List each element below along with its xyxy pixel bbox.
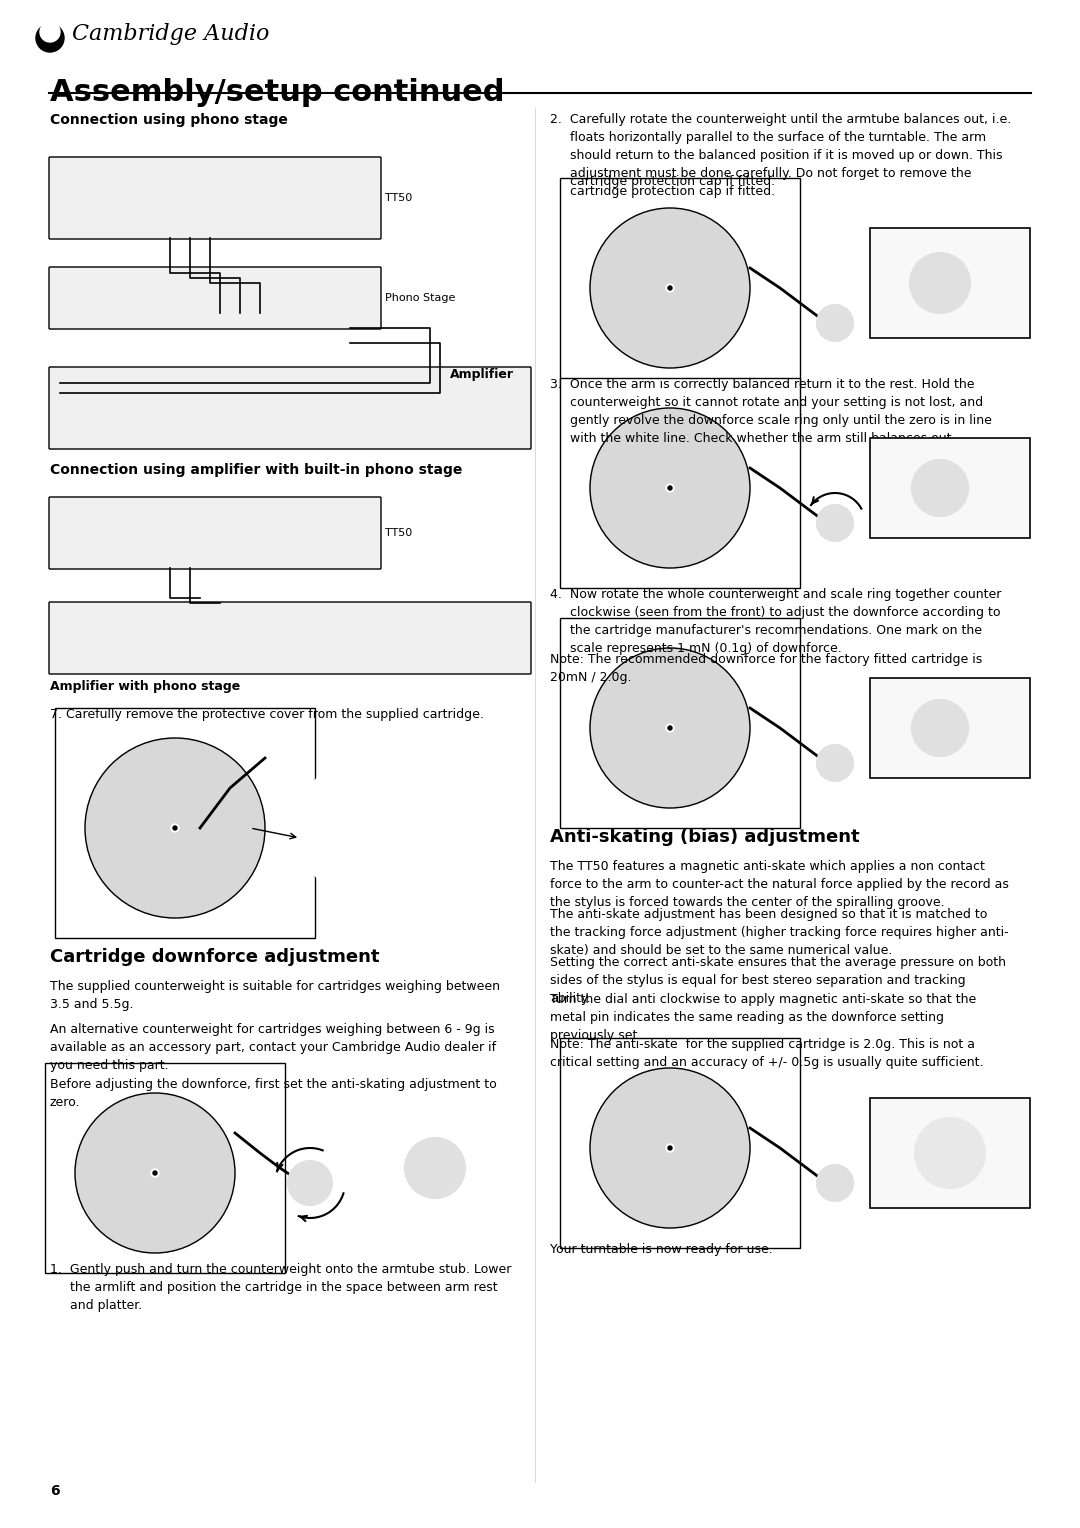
Circle shape [669,726,672,730]
Circle shape [669,1146,672,1151]
FancyBboxPatch shape [49,367,531,449]
Circle shape [666,484,674,492]
Circle shape [590,408,750,568]
Circle shape [910,254,970,313]
FancyBboxPatch shape [49,157,381,238]
Text: Note: The anti-skate  for the supplied cartridge is 2.0g. This is not a
critical: Note: The anti-skate for the supplied ca… [550,1038,984,1070]
Text: The TT50 features a magnetic anti-skate which applies a non contact
force to the: The TT50 features a magnetic anti-skate … [550,860,1009,909]
Text: 4.  Now rotate the whole counterweight and scale ring together counter
     cloc: 4. Now rotate the whole counterweight an… [550,588,1001,656]
Circle shape [173,827,177,830]
Bar [561,377,800,588]
Text: Note: The recommended downforce for the factory fitted cartridge is
20mN / 2.0g.: Note: The recommended downforce for the … [550,652,982,685]
Text: Connection using phono stage: Connection using phono stage [50,113,288,127]
Circle shape [666,724,674,732]
Circle shape [915,1118,985,1187]
Bar [870,228,1030,338]
Text: Cartridge downforce adjustment: Cartridge downforce adjustment [50,947,379,966]
Circle shape [85,738,265,918]
Text: Turn the dial anti clockwise to apply magnetic anti-skate so that the
metal pin : Turn the dial anti clockwise to apply ma… [550,993,976,1042]
Text: TT50: TT50 [384,529,413,538]
Text: Anti-skating (bias) adjustment: Anti-skating (bias) adjustment [550,828,860,847]
Circle shape [288,1161,332,1206]
Text: 2.  Carefully rotate the counterweight until the armtube balances out, i.e.
    : 2. Carefully rotate the counterweight un… [550,113,1011,199]
Circle shape [75,1093,235,1253]
Bar [45,1063,285,1273]
Circle shape [590,1068,750,1229]
Bar [55,707,315,938]
FancyBboxPatch shape [49,602,531,674]
Circle shape [816,306,853,341]
FancyBboxPatch shape [49,267,381,329]
Text: Cambridge Audio: Cambridge Audio [72,23,269,44]
Circle shape [912,700,968,756]
Circle shape [40,21,60,41]
Text: Connection using amplifier with built-in phono stage: Connection using amplifier with built-in… [50,463,462,477]
Bar [870,1099,1030,1209]
Text: Your turntable is now ready for use.: Your turntable is now ready for use. [550,1242,773,1256]
Circle shape [816,1164,853,1201]
Bar [870,439,1030,538]
Text: 3.  Once the arm is correctly balanced return it to the rest. Hold the
     coun: 3. Once the arm is correctly balanced re… [550,377,991,445]
Bar [561,617,800,828]
Text: Setting the correct anti-skate ensures that the average pressure on both
sides o: Setting the correct anti-skate ensures t… [550,957,1005,1005]
Circle shape [666,284,674,292]
Text: An alternative counterweight for cartridges weighing between 6 - 9g is
available: An alternative counterweight for cartrid… [50,1024,496,1073]
Circle shape [669,486,672,490]
Circle shape [36,24,64,52]
Text: The supplied counterweight is suitable for cartridges weighing between
3.5 and 5: The supplied counterweight is suitable f… [50,979,500,1012]
Text: The anti-skate adjustment has been designed so that it is matched to
the trackin: The anti-skate adjustment has been desig… [550,908,1009,957]
Circle shape [365,1103,495,1233]
FancyBboxPatch shape [49,497,381,568]
Circle shape [151,1169,159,1177]
Text: 6: 6 [50,1484,59,1497]
Text: Before adjusting the downforce, first set the anti-skating adjustment to
zero.: Before adjusting the downforce, first se… [50,1077,497,1109]
Circle shape [300,749,460,908]
Circle shape [912,460,968,516]
Circle shape [405,1138,465,1198]
Circle shape [590,208,750,368]
Circle shape [816,504,853,541]
Circle shape [153,1170,157,1175]
Circle shape [171,824,179,833]
Text: TT50: TT50 [384,193,413,203]
Text: Assembly/setup continued: Assembly/setup continued [50,78,504,107]
Circle shape [666,1144,674,1152]
Text: cartridge protection cap if fitted.: cartridge protection cap if fitted. [550,176,775,188]
Text: Amplifier with phono stage: Amplifier with phono stage [50,680,240,694]
Text: 1.  Gently push and turn the counterweight onto the armtube stub. Lower
     the: 1. Gently push and turn the counterweigh… [50,1264,511,1313]
Circle shape [669,286,672,290]
Text: Phono Stage: Phono Stage [384,293,456,303]
Bar [870,678,1030,778]
Circle shape [816,746,853,781]
Bar [561,1038,800,1248]
Text: 7. Carefully remove the protective cover from the supplied cartridge.: 7. Carefully remove the protective cover… [50,707,484,721]
Text: Amplifier: Amplifier [450,368,514,380]
Bar [561,177,800,388]
Circle shape [590,648,750,808]
